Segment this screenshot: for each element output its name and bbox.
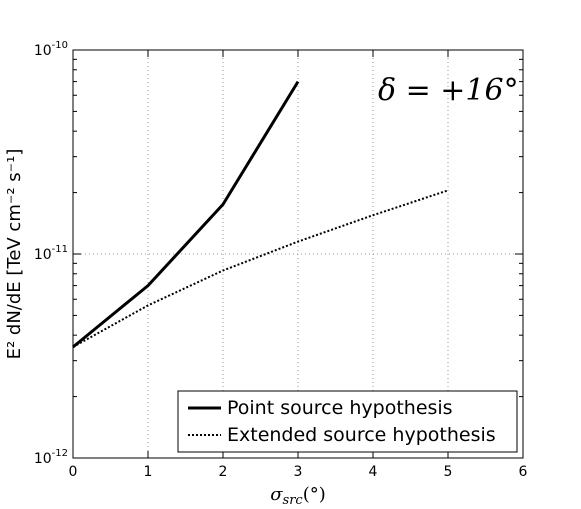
y-tick-label: 10-11	[34, 244, 68, 263]
axis-ticks: 0 1 2 3 4 5 6 10-12 10-11 10-10	[34, 40, 528, 480]
x-tick-label: 4	[369, 464, 378, 480]
series-lines	[72, 80, 449, 349]
x-tick-label: 1	[144, 464, 153, 480]
y-axis-label: E² dN/dE [TeV cm⁻² s⁻¹]	[4, 149, 25, 360]
x-tick-label: 5	[444, 464, 453, 480]
x-tick-label: 3	[294, 464, 303, 480]
x-tick-label: 2	[219, 464, 228, 480]
legend-label: Point source hypothesis	[227, 397, 453, 419]
annotation-delta: δ = +16°	[378, 73, 519, 108]
x-axis-label: σsrc(°)	[270, 484, 326, 508]
legend-label: Extended source hypothesis	[227, 424, 496, 446]
x-tick-label: 0	[69, 464, 78, 480]
y-tick-label: 10-10	[34, 40, 68, 59]
y-tick-label: 10-12	[34, 448, 68, 467]
series-line-point-source	[72, 80, 300, 349]
legend-box	[177, 390, 518, 453]
series-line-extended-source	[72, 189, 449, 348]
legend: Point source hypothesis Extended source h…	[177, 390, 518, 453]
x-tick-label: 6	[519, 464, 528, 480]
grid	[73, 50, 523, 458]
